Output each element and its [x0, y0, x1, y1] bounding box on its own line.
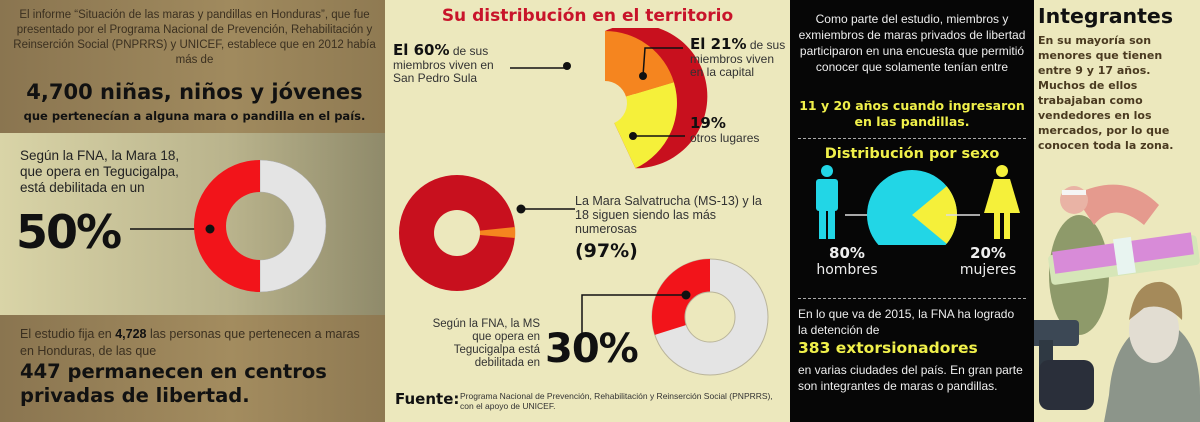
sexo-chart [816, 165, 1020, 245]
estudio-text: El estudio fija en 4,728 las personas qu… [20, 327, 360, 358]
intro-band [0, 0, 385, 133]
donut-chart-97 [399, 175, 575, 291]
subheadline: que pertenecían a alguna mara o pandilla… [23, 109, 366, 123]
mujeres-stat: 20% mujeres [959, 244, 1017, 278]
divider [798, 138, 1026, 139]
mara18-text: Según la FNA, la Mara 18, que opera en T… [20, 148, 180, 195]
mara18-percent: 50% [16, 205, 122, 259]
encuesta-highlight: 11 y 20 años cuando ingresaron en las pa… [799, 98, 1025, 129]
intro-text: El informe “Situación de las maras y pan… [13, 9, 376, 66]
label-21: El 21% de sus miembros viven en la capit… [690, 35, 786, 79]
donut-chart-50 [130, 159, 327, 293]
extorsionadores-highlight: 383 extorsionadores [798, 339, 978, 357]
integrantes-text: En su mayoría son menores que tienen ent… [1038, 34, 1174, 152]
left-panel: El informe “Situación de las maras y pan… [0, 0, 385, 422]
ms13-percent: (97%) [575, 240, 638, 262]
label-60: El 60% de sus miembros viven en San Pedr… [393, 41, 494, 85]
middle-panel: Su distribución en el territorio El 60% … [385, 0, 790, 422]
donut-chart-territorio [510, 28, 708, 169]
detencion-text: En lo que va de 2015, la FNA ha logrado … [798, 307, 1015, 337]
ms30-percent: 30% [545, 326, 639, 372]
man-icon [816, 165, 838, 239]
territorio-title: Su distribución en el territorio [441, 6, 734, 26]
encuesta-text: Como parte del estudio, miembros y exmie… [798, 12, 1026, 74]
black-panel: Como parte del estudio, miembros y exmie… [790, 0, 1034, 422]
ms30-text: Según la FNA, la MS que opera en Tegucig… [432, 318, 540, 369]
privados-headline: 447 permanecen en centros privadas de li… [20, 360, 327, 407]
money-icon [1048, 232, 1200, 285]
right-panel: Integrantes En su mayoría son menores qu… [1034, 0, 1200, 422]
detencion-text2: en varias ciudades del país. En gran par… [798, 363, 1023, 393]
donut-chart-30 [581, 258, 769, 376]
hombres-stat: 80% hombres [816, 244, 878, 278]
divider [798, 298, 1026, 299]
estudio-band [0, 315, 385, 422]
ms13-text: La Mara Salvatrucha (MS-13) y la 18 sigu… [575, 194, 762, 236]
sexo-title: Distribución por sexo [824, 146, 1000, 162]
headline: 4,700 niñas, niños y jóvenes [26, 80, 363, 104]
fuente-text: Programa Nacional de Prevención, Rehabil… [460, 391, 773, 411]
integrantes-title: Integrantes [1038, 4, 1174, 28]
gang-members-illustration [1034, 184, 1200, 422]
fuente-label: Fuente: [395, 390, 460, 408]
woman-icon [984, 165, 1020, 239]
label-19: 19% otros lugares [690, 114, 760, 145]
